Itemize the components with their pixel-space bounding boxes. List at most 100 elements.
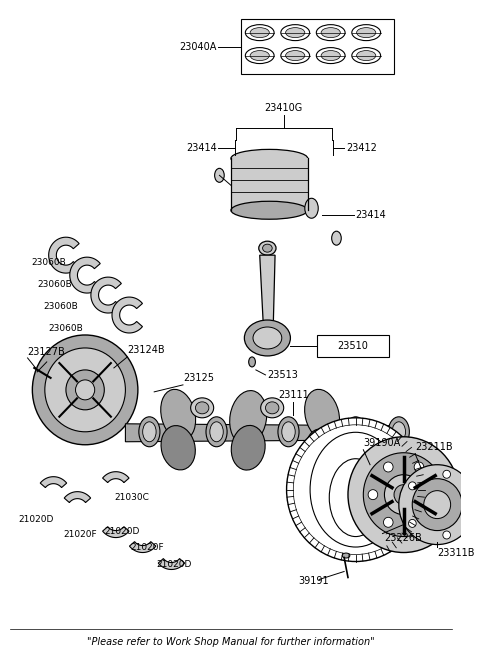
Text: 21020D: 21020D bbox=[18, 515, 53, 524]
Text: 23127B: 23127B bbox=[27, 347, 65, 357]
Circle shape bbox=[394, 485, 413, 505]
Text: 39190A: 39190A bbox=[363, 438, 401, 448]
Ellipse shape bbox=[259, 241, 276, 255]
Circle shape bbox=[32, 335, 138, 445]
Text: 23060B: 23060B bbox=[48, 323, 84, 332]
Ellipse shape bbox=[316, 25, 345, 41]
Circle shape bbox=[348, 437, 459, 553]
Circle shape bbox=[293, 425, 418, 555]
Ellipse shape bbox=[206, 417, 227, 447]
Polygon shape bbox=[103, 527, 129, 537]
Ellipse shape bbox=[263, 244, 272, 252]
Ellipse shape bbox=[278, 417, 299, 447]
Ellipse shape bbox=[245, 25, 274, 41]
Circle shape bbox=[384, 475, 423, 514]
Circle shape bbox=[66, 370, 104, 410]
Polygon shape bbox=[64, 491, 91, 503]
Ellipse shape bbox=[357, 28, 376, 37]
Ellipse shape bbox=[253, 327, 282, 349]
Circle shape bbox=[363, 453, 444, 537]
Ellipse shape bbox=[195, 402, 209, 414]
Circle shape bbox=[443, 470, 451, 478]
Ellipse shape bbox=[161, 426, 195, 470]
Polygon shape bbox=[70, 257, 100, 293]
Ellipse shape bbox=[357, 51, 376, 60]
Circle shape bbox=[412, 479, 462, 531]
Ellipse shape bbox=[286, 28, 305, 37]
Ellipse shape bbox=[261, 398, 284, 418]
Ellipse shape bbox=[139, 417, 160, 447]
Circle shape bbox=[384, 462, 393, 472]
Text: 23510: 23510 bbox=[337, 341, 368, 351]
Polygon shape bbox=[130, 541, 156, 553]
Text: 23410G: 23410G bbox=[264, 103, 303, 114]
Ellipse shape bbox=[305, 390, 339, 440]
Ellipse shape bbox=[143, 422, 156, 442]
Ellipse shape bbox=[250, 51, 269, 60]
Ellipse shape bbox=[321, 28, 340, 37]
Text: 23412: 23412 bbox=[346, 143, 377, 153]
Text: 23513: 23513 bbox=[267, 370, 298, 380]
Text: 21020F: 21020F bbox=[63, 530, 96, 539]
Ellipse shape bbox=[229, 390, 267, 445]
Text: 23226B: 23226B bbox=[384, 533, 422, 543]
Ellipse shape bbox=[231, 426, 265, 470]
Circle shape bbox=[414, 517, 424, 528]
Circle shape bbox=[399, 464, 476, 545]
Ellipse shape bbox=[265, 402, 279, 414]
Polygon shape bbox=[125, 424, 404, 442]
Text: 23125: 23125 bbox=[183, 373, 214, 383]
Circle shape bbox=[45, 348, 125, 432]
Polygon shape bbox=[260, 255, 275, 330]
Circle shape bbox=[443, 531, 451, 539]
Ellipse shape bbox=[282, 422, 295, 442]
Text: 23311B: 23311B bbox=[437, 547, 475, 558]
Circle shape bbox=[414, 462, 424, 472]
Text: 21030C: 21030C bbox=[114, 493, 149, 502]
Circle shape bbox=[75, 380, 95, 400]
Circle shape bbox=[368, 489, 378, 499]
Ellipse shape bbox=[231, 149, 308, 168]
Ellipse shape bbox=[215, 168, 224, 182]
Ellipse shape bbox=[250, 28, 269, 37]
Polygon shape bbox=[103, 472, 129, 483]
Text: "Please refer to Work Shop Manual for further information": "Please refer to Work Shop Manual for fu… bbox=[87, 637, 375, 647]
Ellipse shape bbox=[349, 422, 362, 442]
Circle shape bbox=[384, 517, 393, 528]
Ellipse shape bbox=[392, 422, 406, 442]
Ellipse shape bbox=[310, 432, 401, 547]
Ellipse shape bbox=[281, 25, 310, 41]
Ellipse shape bbox=[245, 47, 274, 64]
Polygon shape bbox=[112, 297, 143, 333]
Ellipse shape bbox=[286, 51, 305, 60]
Text: 23414: 23414 bbox=[356, 210, 386, 220]
Polygon shape bbox=[158, 558, 185, 570]
Polygon shape bbox=[40, 477, 67, 487]
Ellipse shape bbox=[316, 47, 345, 64]
Ellipse shape bbox=[161, 390, 196, 440]
Text: 23060B: 23060B bbox=[43, 302, 78, 311]
Text: 39191: 39191 bbox=[298, 576, 329, 587]
Ellipse shape bbox=[342, 553, 350, 558]
Ellipse shape bbox=[306, 429, 338, 470]
Ellipse shape bbox=[352, 47, 381, 64]
Text: 21020F: 21020F bbox=[130, 543, 164, 552]
Polygon shape bbox=[91, 277, 121, 313]
Polygon shape bbox=[48, 237, 79, 273]
Ellipse shape bbox=[210, 422, 223, 442]
Ellipse shape bbox=[281, 47, 310, 64]
Circle shape bbox=[408, 482, 416, 490]
Circle shape bbox=[424, 491, 451, 518]
Ellipse shape bbox=[249, 357, 255, 367]
Ellipse shape bbox=[231, 201, 308, 219]
Circle shape bbox=[430, 489, 439, 499]
Text: 21020D: 21020D bbox=[104, 527, 140, 536]
Ellipse shape bbox=[191, 398, 214, 418]
Ellipse shape bbox=[321, 51, 340, 60]
Text: 23211B: 23211B bbox=[415, 442, 453, 452]
Ellipse shape bbox=[388, 417, 409, 447]
Ellipse shape bbox=[352, 25, 381, 41]
Bar bbox=[231, 158, 308, 210]
Text: 21020D: 21020D bbox=[156, 560, 192, 569]
Bar bbox=[240, 18, 394, 74]
